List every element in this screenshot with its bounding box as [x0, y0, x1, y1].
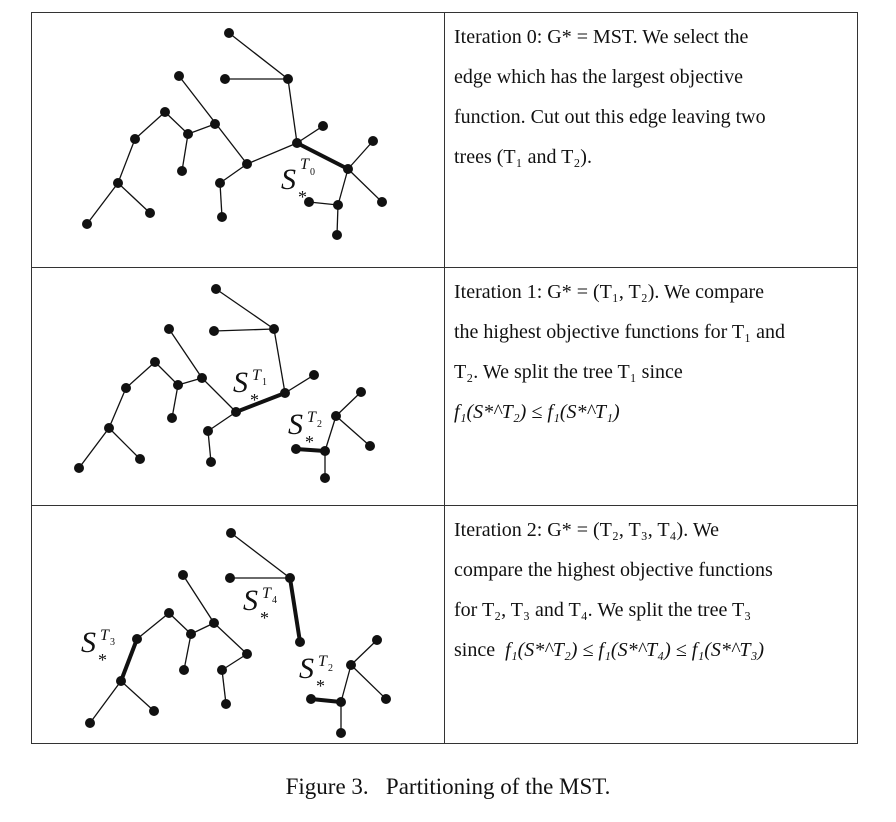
svg-text:T: T — [307, 409, 317, 426]
label-s-star-t2: S * T 2 — [288, 408, 322, 452]
iteration-0-row: S * T 0 Iteration 0: G* = MST. We select… — [32, 13, 857, 267]
text-line: trees (T₁ and T₂). — [454, 146, 592, 168]
svg-text:S: S — [233, 366, 248, 399]
svg-text:*: * — [298, 187, 307, 207]
graph-edges — [89, 532, 387, 733]
iteration-0-graph-cell: S * T 0 — [32, 13, 445, 267]
svg-text:*: * — [250, 390, 259, 410]
iteration-0-mst-graph: S * T 0 — [82, 28, 387, 240]
iteration-2-forest-graph: S * T 3 S * T 4 S * T 2 — [81, 528, 391, 738]
formula-line: since f₁(S*^T₂) ≤ f₁(S*^T₄) ≤ f₁(S*^T₃) — [454, 630, 854, 670]
graph-edges — [78, 288, 371, 478]
cut-edge — [296, 141, 349, 171]
svg-text:S: S — [288, 408, 303, 441]
label-s-star-t2: S * T 2 — [299, 652, 333, 696]
graph-nodes — [74, 284, 375, 483]
figure-table: S * T 0 Iteration 0: G* = MST. We select… — [31, 12, 858, 744]
formula: f₁(S*^T₂) ≤ f₁(S*^T₁) — [454, 401, 620, 423]
svg-text:2: 2 — [317, 419, 322, 430]
label-s-star-t1: S * T 1 — [233, 366, 267, 410]
svg-text:S: S — [81, 626, 96, 659]
text-line: Iteration 1: G* = (T₁, T₂). We compare — [454, 281, 764, 303]
text-line: compare the highest objective functions — [454, 559, 773, 581]
iteration-1-graph-cell: S * T 1 S * T 2 — [32, 268, 445, 505]
iteration-0-description: Iteration 0: G* = MST. We select the edg… — [454, 17, 854, 177]
svg-text:T: T — [100, 627, 110, 644]
text-line: the highest objective functions for T₁ a… — [454, 321, 785, 343]
bold-edges — [119, 577, 342, 704]
iteration-2-row: S * T 3 S * T 4 S * T 2 — [32, 505, 857, 743]
svg-text:T: T — [262, 585, 272, 602]
svg-text:3: 3 — [110, 637, 115, 648]
text-line: for T₂, T₃ and T₄. We split the tree T₃ — [454, 599, 752, 621]
svg-text:4: 4 — [272, 595, 277, 606]
svg-text:*: * — [316, 676, 325, 696]
iteration-2-graph-cell: S * T 3 S * T 4 S * T 2 — [32, 506, 445, 743]
formula-prefix: since — [454, 639, 496, 661]
text-line: T₂. We split the tree T₁ since — [454, 361, 683, 383]
label-s-star-t3: S * T 3 — [81, 626, 115, 670]
iteration-1-forest-graph: S * T 1 S * T 2 — [74, 284, 375, 483]
svg-text:S: S — [299, 652, 314, 685]
svg-text:2: 2 — [328, 663, 333, 674]
text-line: function. Cut out this edge leaving two — [454, 106, 766, 128]
graph-nodes — [85, 528, 391, 738]
svg-text:S: S — [243, 584, 258, 617]
svg-text:*: * — [98, 650, 107, 670]
svg-text:0: 0 — [310, 167, 315, 178]
iteration-1-row: S * T 1 S * T 2 Iteration 1: G* = (T₁, T… — [32, 267, 857, 505]
svg-text:T: T — [300, 156, 310, 173]
svg-text:T: T — [318, 653, 328, 670]
text-line: Iteration 2: G* = (T₂, T₃, T₄). We — [454, 519, 719, 541]
iteration-1-description: Iteration 1: G* = (T₁, T₂). We compare t… — [454, 272, 854, 432]
svg-text:*: * — [260, 608, 269, 628]
svg-text:*: * — [305, 432, 314, 452]
iteration-2-description: Iteration 2: G* = (T₂, T₃, T₄). We compa… — [454, 510, 854, 670]
caption-text: Partitioning of the MST. — [385, 774, 611, 799]
svg-text:1: 1 — [262, 377, 267, 388]
formula: f₁(S*^T₂) ≤ f₁(S*^T₄) ≤ f₁(S*^T₃) — [505, 639, 765, 661]
figure-caption: Figure 3. Partitioning of the MST. — [0, 774, 896, 800]
text-line: edge which has the largest objective — [454, 66, 743, 88]
label-s-star-t0: S * T 0 — [281, 156, 315, 207]
svg-text:T: T — [252, 367, 262, 384]
text-line: Iteration 0: G* = MST. We select the — [454, 26, 749, 48]
graph-nodes — [82, 28, 387, 240]
label-s-star-t4: S * T 4 — [243, 584, 277, 628]
svg-text:S: S — [281, 163, 296, 196]
caption-number: Figure 3. — [285, 774, 369, 799]
